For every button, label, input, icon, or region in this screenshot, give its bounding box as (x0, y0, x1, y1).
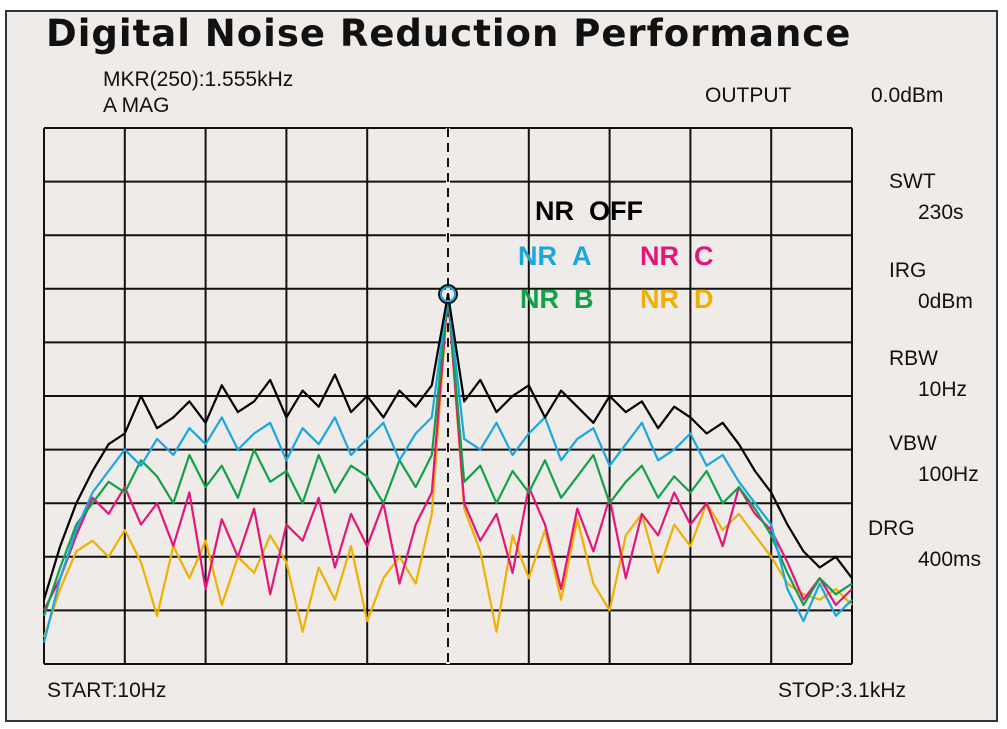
setting-value-output: 0.0dBm (871, 84, 944, 107)
setting-name-swt: SWT (889, 170, 936, 193)
marker-circle-outer (438, 284, 458, 305)
start-label: START:10Hz (47, 679, 167, 702)
setting-value-irg: 0dBm (918, 290, 973, 313)
marker-circle (440, 286, 456, 303)
trace-mode: A MAG (103, 94, 170, 117)
legend-nr-b: NR B (520, 284, 594, 314)
setting-name-rbw: RBW (889, 347, 938, 370)
setting-value-swt: 230s (918, 201, 964, 224)
chart-title: Digital Noise Reduction Performance (46, 12, 852, 55)
setting-value-rbw: 10Hz (918, 378, 968, 401)
marker-readout: MKR(250):1.555kHz (103, 68, 294, 91)
setting-name-irg: IRG (889, 259, 927, 282)
legend-nr-a: NR A (518, 241, 592, 271)
setting-value-drg: 400ms (918, 548, 982, 571)
setting-value-vbw: 100Hz (918, 463, 979, 486)
legend-nr-d: NR D (640, 284, 714, 314)
legend-nr-off: NR OFF (535, 196, 643, 226)
setting-name-output: OUTPUT (705, 84, 792, 107)
stop-label: STOP:3.1kHz (778, 679, 906, 702)
setting-name-vbw: VBW (889, 432, 937, 455)
trace-nr-off (42, 293, 853, 601)
legend-nr-c: NR C (640, 241, 714, 271)
setting-name-drg: DRG (868, 517, 915, 540)
